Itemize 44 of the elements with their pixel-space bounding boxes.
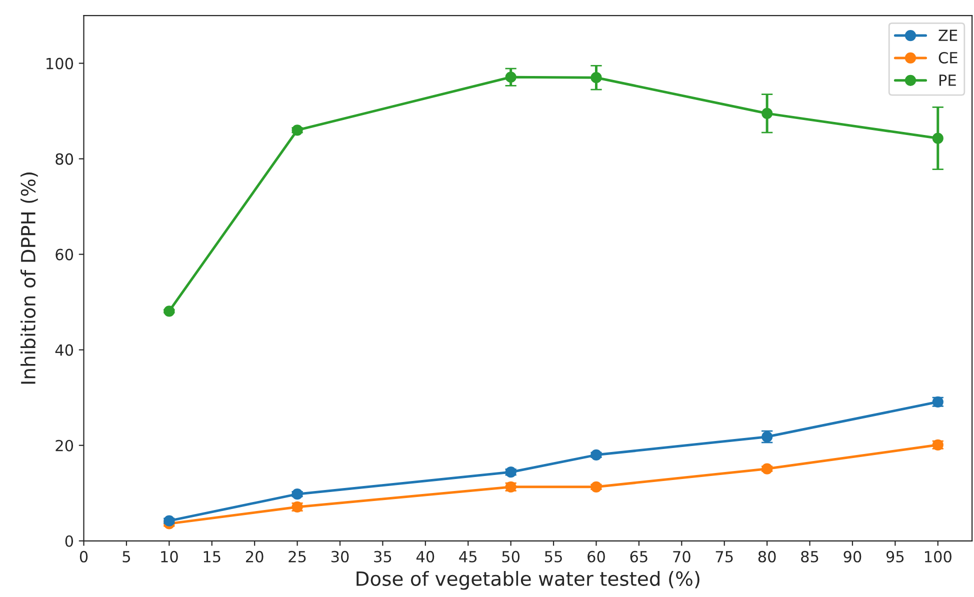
point [164,515,175,526]
point [505,72,516,83]
point [590,449,602,460]
x-tick-label: 55 [544,551,562,562]
point [932,132,944,144]
point [590,72,602,84]
y-tick-label: 80 [56,153,74,165]
x-tick-label: 95 [886,550,904,562]
legend-label: ZE [938,30,958,41]
x-tick-label: 75 [716,551,733,562]
x-tick-label: 80 [758,550,776,562]
x-tick-label: 40 [416,550,434,562]
x-tick-label: 50 [502,550,520,562]
y-tick-label: 0 [65,535,74,547]
point [590,481,602,492]
legend-label: PE [939,74,956,86]
x-tick-label: 45 [459,551,477,562]
point [505,466,516,478]
point [762,108,773,119]
x-tick-label: 35 [374,550,392,562]
legend-label: CE [938,52,958,64]
x-tick-label: 10 [161,550,178,562]
x-tick-label: 30 [331,550,349,562]
x-tick-label: 0 [80,550,88,562]
x-axis-title: Dose of vegetable water tested (%) [356,570,700,590]
point [164,306,175,317]
point [762,463,773,474]
x-tick-label: 5 [122,551,130,562]
x-tick-label: 85 [801,550,818,562]
x-tick-label: 65 [630,550,648,562]
y-tick-label: 20 [56,440,74,452]
y-tick-label: 60 [56,248,74,260]
x-tick-label: 15 [204,551,220,562]
point [292,124,303,136]
x-tick-label: 25 [288,550,306,562]
y-axis-title: Inhibition of DPPH (%) [20,172,38,384]
y-tick-label: 40 [55,344,74,356]
x-tick-label: 60 [588,550,605,562]
x-tick-label: 20 [246,550,264,562]
x-tick-label: 90 [844,550,862,562]
point [292,488,303,500]
x-tick-label: 100 [924,550,952,562]
x-tick-label: 70 [673,550,690,562]
y-tick-label: 100 [46,58,74,70]
